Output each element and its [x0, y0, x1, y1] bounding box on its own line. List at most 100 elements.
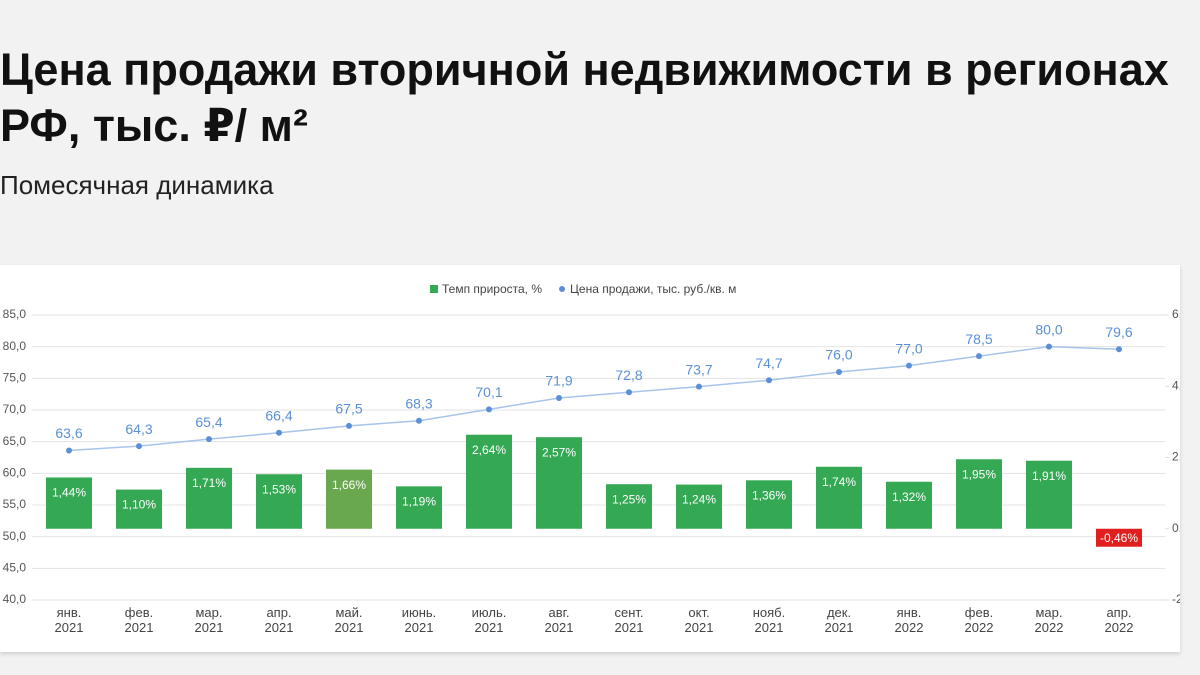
x-tick-label: янв. 2022	[894, 605, 924, 635]
y2-tick-label: 2,00%	[1172, 450, 1180, 464]
x-tick-label: авг. 2021	[544, 605, 574, 635]
data-label: 79,6	[1105, 324, 1132, 340]
x-tick-label: окт. 2021	[684, 605, 714, 635]
x-tick-label: мар. 2021	[194, 605, 224, 635]
bar	[606, 484, 652, 529]
data-label: 77,0	[895, 340, 922, 356]
data-label: 63,6	[55, 425, 82, 441]
x-tick-label: июль. 2021	[471, 605, 507, 635]
y2-tick-label: 0,00%	[1172, 521, 1180, 535]
y-tick-label: 70,0	[3, 402, 27, 416]
x-tick-label: дек. 2021	[824, 605, 854, 635]
point	[1046, 343, 1052, 350]
bar	[186, 467, 232, 529]
data-label: 71,9	[545, 373, 572, 389]
legend: Темп прироста, % Цена продажи, тыс. руб./…	[430, 282, 736, 296]
data-label-bg	[1096, 530, 1142, 547]
legend-swatch	[559, 286, 566, 292]
y-tick-label: 40,0	[3, 592, 27, 606]
bar	[676, 484, 722, 529]
data-label: 73,7	[685, 361, 712, 377]
chart: 40,0 45,0 50,0 55,0 60,0 65,0 70,0 75,0 80,0 85,0…	[3, 282, 1180, 606]
data-label: 1,36%	[752, 488, 786, 502]
y2-tick-label: 6,00%	[1172, 307, 1180, 321]
x-tick-label: фев. 2022	[964, 605, 994, 635]
bar	[746, 480, 792, 529]
bar	[46, 477, 92, 529]
y2-tick-label: 4,00%	[1172, 378, 1180, 392]
bar	[536, 437, 582, 529]
data-label: 67,5	[335, 401, 362, 417]
x-tick-label: мар. 2022	[1034, 605, 1064, 635]
x-tick-label: апр. 2021	[264, 605, 294, 635]
data-label: 80,0	[1035, 321, 1062, 337]
data-label: 1,19%	[402, 495, 436, 509]
data-label: 1,53%	[262, 482, 296, 496]
x-tick-label: июнь. 2021	[401, 605, 437, 635]
line	[68, 345, 1120, 452]
point	[136, 443, 142, 450]
y2-tick-label: -2,00%	[1172, 592, 1180, 606]
data-label: -0,46%	[1100, 531, 1138, 545]
data-label: 64,3	[125, 421, 152, 437]
data-label: 1,74%	[822, 475, 856, 489]
point	[626, 389, 632, 396]
y-tick-label: 55,0	[3, 497, 27, 511]
point	[486, 406, 492, 413]
y-tick-label: 50,0	[3, 529, 27, 543]
point	[906, 362, 912, 369]
data-label: 72,8	[615, 367, 642, 383]
bar	[326, 469, 372, 529]
data-label: 1,91%	[1032, 469, 1066, 483]
point	[346, 422, 352, 429]
x-tick-label: фев. 2021	[124, 605, 154, 635]
bar	[466, 434, 512, 529]
point	[766, 377, 772, 384]
y-tick-label: 75,0	[3, 371, 27, 385]
bar	[1026, 460, 1072, 529]
bar	[956, 459, 1002, 529]
point	[696, 383, 702, 390]
data-label: 70,1	[475, 384, 502, 400]
data-label: 1,44%	[52, 486, 86, 500]
legend-label: Цена продажи, тыс. руб./кв. м	[570, 282, 736, 296]
bar	[256, 474, 302, 529]
chart-title: Цена продажи вторичной недвижимости в ре…	[0, 44, 1169, 151]
y-tick-label: 60,0	[3, 466, 27, 480]
data-label: 2,57%	[542, 445, 576, 459]
point	[206, 436, 212, 443]
bar	[116, 489, 162, 529]
x-tick-label: май. 2021	[334, 605, 364, 635]
data-label: 76,0	[825, 347, 852, 363]
bar	[886, 481, 932, 529]
x-tick-label: янв. 2021	[54, 605, 84, 635]
data-label: 74,7	[755, 355, 782, 371]
data-label: 65,4	[195, 414, 222, 430]
data-label: 1,32%	[892, 490, 926, 504]
point	[976, 353, 982, 360]
point	[416, 417, 422, 424]
legend-label: Темп прироста, %	[442, 282, 542, 296]
data-label: 68,3	[405, 395, 432, 411]
point	[556, 394, 562, 401]
point	[1116, 346, 1122, 353]
data-label: 66,4	[265, 408, 292, 424]
y-tick-label: 65,0	[3, 434, 27, 448]
data-label: 2,64%	[472, 443, 506, 457]
x-tick-label: сент. 2021	[614, 605, 644, 635]
point	[836, 369, 842, 375]
point	[66, 447, 72, 454]
data-label: 1,25%	[612, 492, 646, 506]
legend-swatch	[430, 285, 438, 293]
y-tick-label: 45,0	[3, 561, 27, 575]
data-label: 1,10%	[122, 498, 156, 512]
data-label: 78,5	[965, 331, 992, 347]
bar	[396, 486, 442, 529]
data-label: 1,95%	[962, 467, 996, 481]
x-tick-label: апр. 2022	[1104, 605, 1134, 635]
chart-subtitle: Помесячная динамика	[0, 170, 274, 200]
chart-card: 40,0 45,0 50,0 55,0 60,0 65,0 70,0 75,0 80,0 85,0…	[0, 265, 1180, 652]
y-tick-label: 80,0	[3, 339, 27, 353]
data-label: 1,24%	[682, 493, 716, 507]
